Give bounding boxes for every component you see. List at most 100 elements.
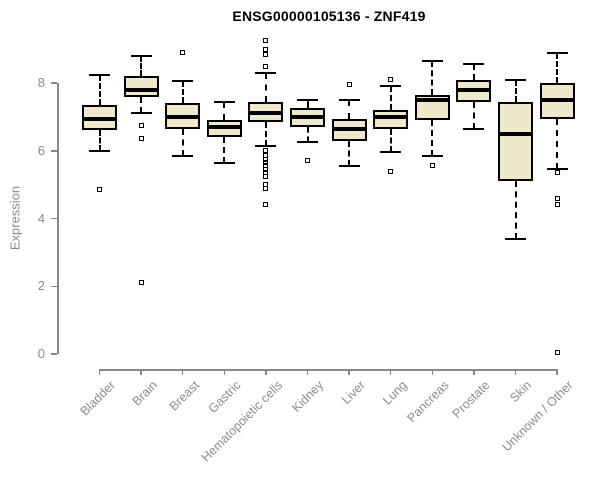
y-tick	[51, 217, 57, 220]
x-category-label: Liver	[338, 378, 369, 408]
y-tick	[51, 150, 57, 152]
box-upper-cap	[297, 98, 318, 101]
x-tick	[514, 369, 517, 375]
y-tick-label: 8	[37, 75, 45, 90]
outlier-point	[388, 168, 394, 174]
x-category-label: Hematopoietic cells	[198, 378, 285, 465]
x-tick	[98, 369, 101, 375]
y-tick-label: 4	[37, 210, 45, 226]
box-upper-whisker	[348, 99, 351, 119]
box-upper-whisker	[556, 52, 559, 83]
box-upper-whisker	[514, 79, 517, 102]
x-category-label: Breast	[166, 378, 202, 414]
box-median	[539, 97, 575, 102]
x-tick	[306, 369, 309, 375]
x-tick	[389, 369, 392, 375]
box-lower-cap	[213, 161, 235, 164]
box-lower-cap	[380, 151, 402, 154]
outlier-point	[263, 156, 269, 162]
outlier-point	[97, 187, 102, 193]
y-tick	[51, 285, 57, 287]
x-tick	[473, 369, 475, 375]
box-upper-cap	[505, 78, 526, 81]
outlier-point	[263, 170, 269, 176]
box-lower-cap	[130, 112, 152, 115]
chart-title: ENSG00000105136 - ZNF419	[232, 8, 426, 24]
box-upper-whisker	[306, 99, 309, 109]
box-lower-whisker	[264, 121, 267, 146]
box-median	[123, 87, 159, 92]
outlier-point	[554, 350, 560, 356]
box-lower-cap	[505, 237, 526, 240]
box-upper-whisker	[431, 60, 434, 95]
box-lower-whisker	[472, 101, 475, 129]
box-upper-whisker	[181, 81, 184, 104]
x-tick	[556, 369, 558, 375]
box-lower-cap	[297, 141, 318, 144]
box-median	[290, 114, 325, 119]
box-lower-cap	[172, 154, 194, 157]
outlier-point	[180, 50, 186, 55]
outlier-point	[263, 148, 269, 154]
outlier-point	[263, 173, 269, 179]
box-body	[373, 110, 409, 129]
outlier-point	[263, 51, 269, 57]
box-lower-whisker	[98, 130, 101, 151]
outlier-point	[554, 202, 560, 208]
box-median	[331, 126, 367, 131]
x-tick	[431, 369, 434, 375]
x-tick	[348, 369, 350, 375]
outlier-point	[263, 182, 269, 188]
box-lower-whisker	[306, 127, 309, 143]
y-tick-label: 2	[37, 278, 45, 294]
box-upper-whisker	[264, 72, 267, 102]
box-upper-cap	[89, 73, 110, 76]
outlier-point	[263, 202, 269, 208]
box-upper-cap	[255, 71, 277, 74]
box-lower-cap	[546, 168, 568, 171]
box-lower-whisker	[181, 128, 184, 156]
x-category-label: Gastric	[205, 378, 244, 416]
box-lower-whisker	[223, 137, 226, 163]
box-upper-cap	[338, 98, 360, 101]
outlier-point	[429, 163, 435, 169]
box-lower-cap	[463, 127, 485, 130]
x-category-label: Brain	[129, 378, 161, 409]
outlier-point	[346, 82, 352, 88]
box-upper-cap	[380, 85, 402, 88]
outlier-point	[263, 160, 269, 166]
x-tick	[181, 369, 184, 375]
outlier-point	[263, 46, 269, 52]
x-tick	[265, 369, 267, 375]
box-upper-whisker	[140, 55, 143, 77]
outlier-point	[554, 195, 560, 201]
x-category-label: Bladder	[78, 378, 119, 419]
box-median	[248, 111, 284, 116]
box-upper-whisker	[472, 64, 475, 80]
box-lower-whisker	[514, 181, 517, 239]
box-upper-cap	[463, 63, 485, 66]
outlier-point	[138, 280, 144, 286]
x-category-label: Skin	[507, 378, 535, 406]
box-lower-whisker	[348, 140, 351, 166]
x-category-label: Prostate	[449, 378, 493, 421]
y-axis-line	[57, 83, 59, 354]
y-tick	[51, 82, 57, 84]
box-lower-cap	[89, 149, 110, 152]
box-upper-cap	[546, 51, 568, 54]
outlier-point	[138, 136, 144, 142]
x-tick	[140, 369, 142, 375]
box-body	[498, 101, 533, 182]
box-median	[206, 125, 242, 130]
box-median	[165, 114, 201, 119]
box-lower-whisker	[140, 96, 143, 114]
box-body	[123, 76, 159, 97]
outlier-point	[263, 153, 269, 159]
box-upper-whisker	[98, 74, 101, 106]
box-median	[498, 131, 533, 136]
box-lower-cap	[255, 144, 277, 147]
box-median	[456, 87, 492, 92]
box-upper-cap	[130, 54, 152, 57]
box-upper-cap	[213, 100, 235, 103]
